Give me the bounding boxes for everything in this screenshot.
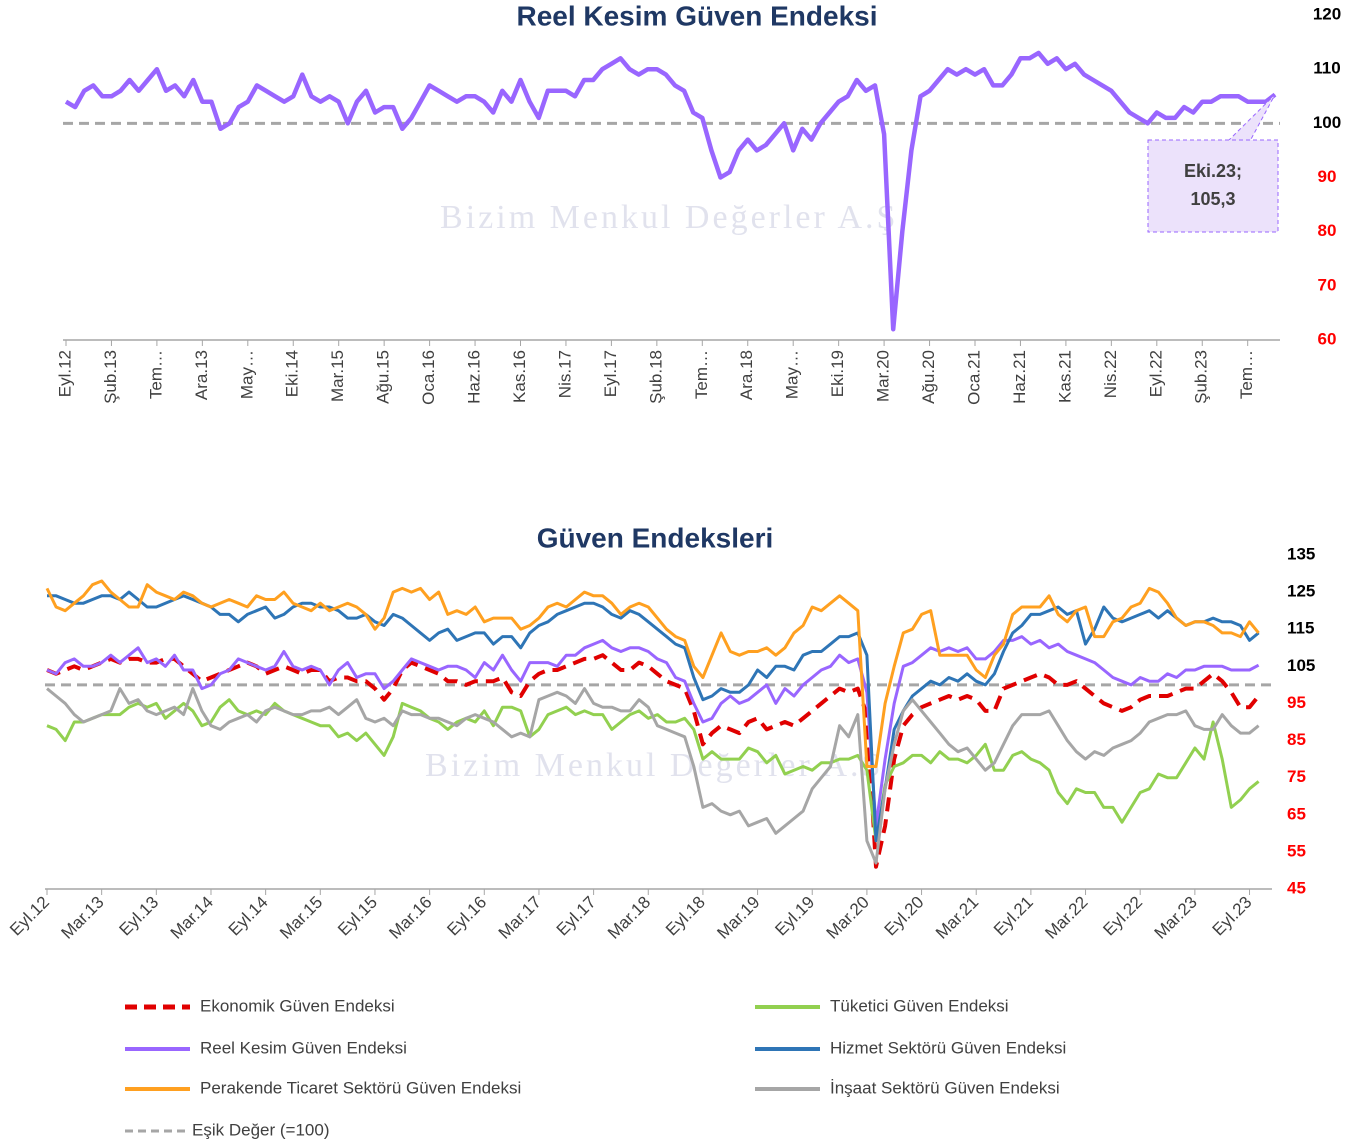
y-tick-label: 125: [1287, 582, 1315, 601]
x-tick-label: May…: [237, 350, 256, 399]
y-tick-label: 80: [1318, 221, 1337, 240]
x-tick-label: Mar.17: [495, 893, 545, 943]
x-tick-label: Mar.22: [1041, 893, 1091, 943]
chart: Bizim Menkul Değerler A.Ş. Reel Kesim Güv…: [55, 0, 1341, 404]
x-tick-label: Eyl.12: [55, 350, 74, 397]
x-tick-label: Ağu.20: [919, 350, 938, 404]
x-tick-label: Mar.19: [713, 893, 763, 943]
x-tick-label: May…: [783, 350, 802, 399]
x-tick-label: Nis.22: [1101, 350, 1120, 398]
legend-label: Reel Kesim Güven Endeksi: [200, 1038, 407, 1057]
chart-title: Güven Endeksleri: [537, 522, 774, 553]
x-tick-label: Şub.18: [646, 350, 665, 404]
x-tick-label: Eyl.22: [1146, 350, 1165, 397]
y-tick-label: 45: [1287, 878, 1306, 897]
chart: Bizim Menkul Değerler A.Ş. Güven Endeksle…: [6, 522, 1315, 1139]
x-tick-label: Eyl.13: [115, 893, 162, 940]
y-tick-label: 70: [1318, 275, 1337, 294]
x-tick-label: Haz.21: [1010, 350, 1029, 404]
y-tick-label: 110: [1313, 59, 1340, 78]
y-tick-label: 100: [1313, 113, 1341, 132]
x-tick-label: Eyl.14: [225, 893, 272, 940]
watermark: Bizim Menkul Değerler A.Ş.: [425, 747, 895, 784]
legend-label: İnşaat Sektörü Güven Endeksi: [830, 1078, 1060, 1097]
series-line: [64, 50, 1277, 332]
x-tick-label: Mar.20: [823, 893, 873, 943]
chart-title: Reel Kesim Güven Endeksi: [516, 0, 877, 31]
x-tick-label: Mar.15: [328, 350, 347, 402]
y-tick-label: 85: [1287, 730, 1306, 749]
x-tick-label: Oca.16: [419, 350, 438, 405]
x-tick-label: Mar.23: [1151, 893, 1201, 943]
x-tick-label: Mar.14: [167, 893, 217, 943]
x-tick-label: Mar.18: [604, 893, 654, 943]
series-line: [47, 590, 1260, 843]
x-tick-label: Kas.21: [1055, 350, 1074, 403]
x-tick-label: Kas.16: [510, 350, 529, 403]
y-tick-label: 95: [1287, 693, 1306, 712]
y-tick-label: 65: [1287, 804, 1306, 823]
legend-label: Ekonomik Güven Endeksi: [200, 996, 395, 1015]
y-tick-label: 105: [1287, 656, 1315, 675]
y-tick-label: 75: [1287, 767, 1306, 786]
x-tick-label: Eyl.18: [662, 893, 709, 940]
x-tick-label: Eyl.16: [443, 893, 490, 940]
series-line: [46, 635, 1260, 828]
x-tick-label: Eyl.23: [1209, 893, 1256, 940]
legend-label: Tüketici Güven Endeksi: [830, 996, 1009, 1015]
x-tick-label: Eki.19: [828, 350, 847, 397]
x-tick-label: Eyl.20: [881, 893, 928, 940]
callout-value: 105,3: [1190, 189, 1235, 209]
x-tick-label: Mar.13: [57, 893, 107, 943]
x-tick-label: Tem…: [692, 350, 711, 399]
legend-label: Perakende Ticaret Sektörü Güven Endeksi: [200, 1078, 521, 1097]
legend-label: Hizmet Sektörü Güven Endeksi: [830, 1038, 1066, 1057]
x-tick-label: Tem…: [146, 350, 165, 399]
x-tick-label: Eyl.22: [1099, 893, 1146, 940]
callout-label: Eki.23;: [1184, 161, 1242, 181]
y-tick-label: 135: [1287, 544, 1315, 563]
y-tick-label: 90: [1318, 167, 1337, 186]
watermark: Bizim Menkul Değerler A.Ş.: [440, 199, 910, 236]
x-tick-label: Haz.16: [465, 350, 484, 404]
callout-box: [1147, 139, 1279, 233]
y-tick-label: 60: [1318, 329, 1337, 348]
x-tick-label: Eyl.12: [6, 893, 53, 940]
legend-label: Eşik Değer (=100): [192, 1120, 329, 1139]
x-tick-label: Eyl.17: [601, 350, 620, 397]
x-tick-label: Eyl.17: [553, 893, 600, 940]
x-tick-label: Eyl.19: [771, 893, 818, 940]
x-tick-label: Şub.23: [1192, 350, 1211, 404]
x-tick-label: Ara.13: [192, 350, 211, 400]
y-tick-label: 120: [1313, 4, 1341, 23]
x-tick-label: Mar.21: [932, 893, 982, 943]
x-tick-label: Ara.18: [737, 350, 756, 400]
x-tick-label: Eki.14: [283, 350, 302, 397]
series-line: [45, 579, 1260, 768]
x-tick-label: Oca.21: [964, 350, 983, 405]
x-tick-label: Şub.13: [101, 350, 120, 404]
x-tick-label: Mar.15: [276, 893, 326, 943]
y-tick-label: 115: [1287, 619, 1314, 638]
x-tick-label: Mar.16: [385, 893, 435, 943]
series-line: [46, 687, 1260, 865]
x-tick-label: Nis.17: [555, 350, 574, 398]
x-tick-label: Mar.20: [874, 350, 893, 402]
x-tick-label: Ağu.15: [374, 350, 393, 404]
y-tick-label: 55: [1287, 841, 1306, 860]
x-tick-label: Eyl.21: [990, 893, 1037, 940]
x-tick-label: Tem…: [1237, 350, 1256, 399]
x-tick-label: Eyl.15: [334, 893, 381, 940]
